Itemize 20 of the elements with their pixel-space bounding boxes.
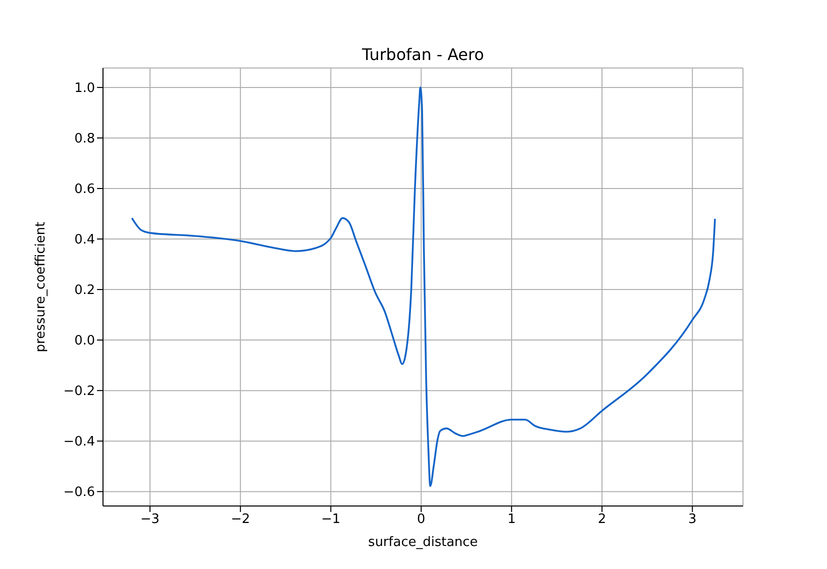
y-tick-label: 1.0 [74, 81, 95, 96]
x-tick-label: −1 [321, 512, 340, 528]
x-tick-label: 2 [598, 512, 606, 528]
x-tick-label: −3 [140, 512, 160, 528]
y-axis-title: pressure_coefficient [34, 222, 49, 352]
chart-title: Turbofan - Aero [360, 45, 486, 64]
y-tick-label: 0.6 [74, 182, 95, 198]
y-tick-label: 0.2 [74, 283, 95, 298]
x-tick-label: 3 [688, 512, 697, 528]
x-tick-label: 0 [417, 512, 426, 528]
y-tick-label: 0.4 [74, 232, 95, 248]
line-series [131, 86, 716, 487]
y-tick-label: 0.0 [74, 334, 95, 349]
y-tick-label: −0.4 [63, 434, 95, 450]
x-tick-label: −2 [230, 512, 250, 528]
y-tick-label: −0.6 [63, 485, 95, 500]
x-axis-title: surface_distance [368, 535, 478, 550]
x-tick-label: 1 [507, 512, 516, 528]
y-tick-label: −0.2 [63, 384, 95, 400]
y-tick-label: 0.8 [74, 132, 95, 147]
